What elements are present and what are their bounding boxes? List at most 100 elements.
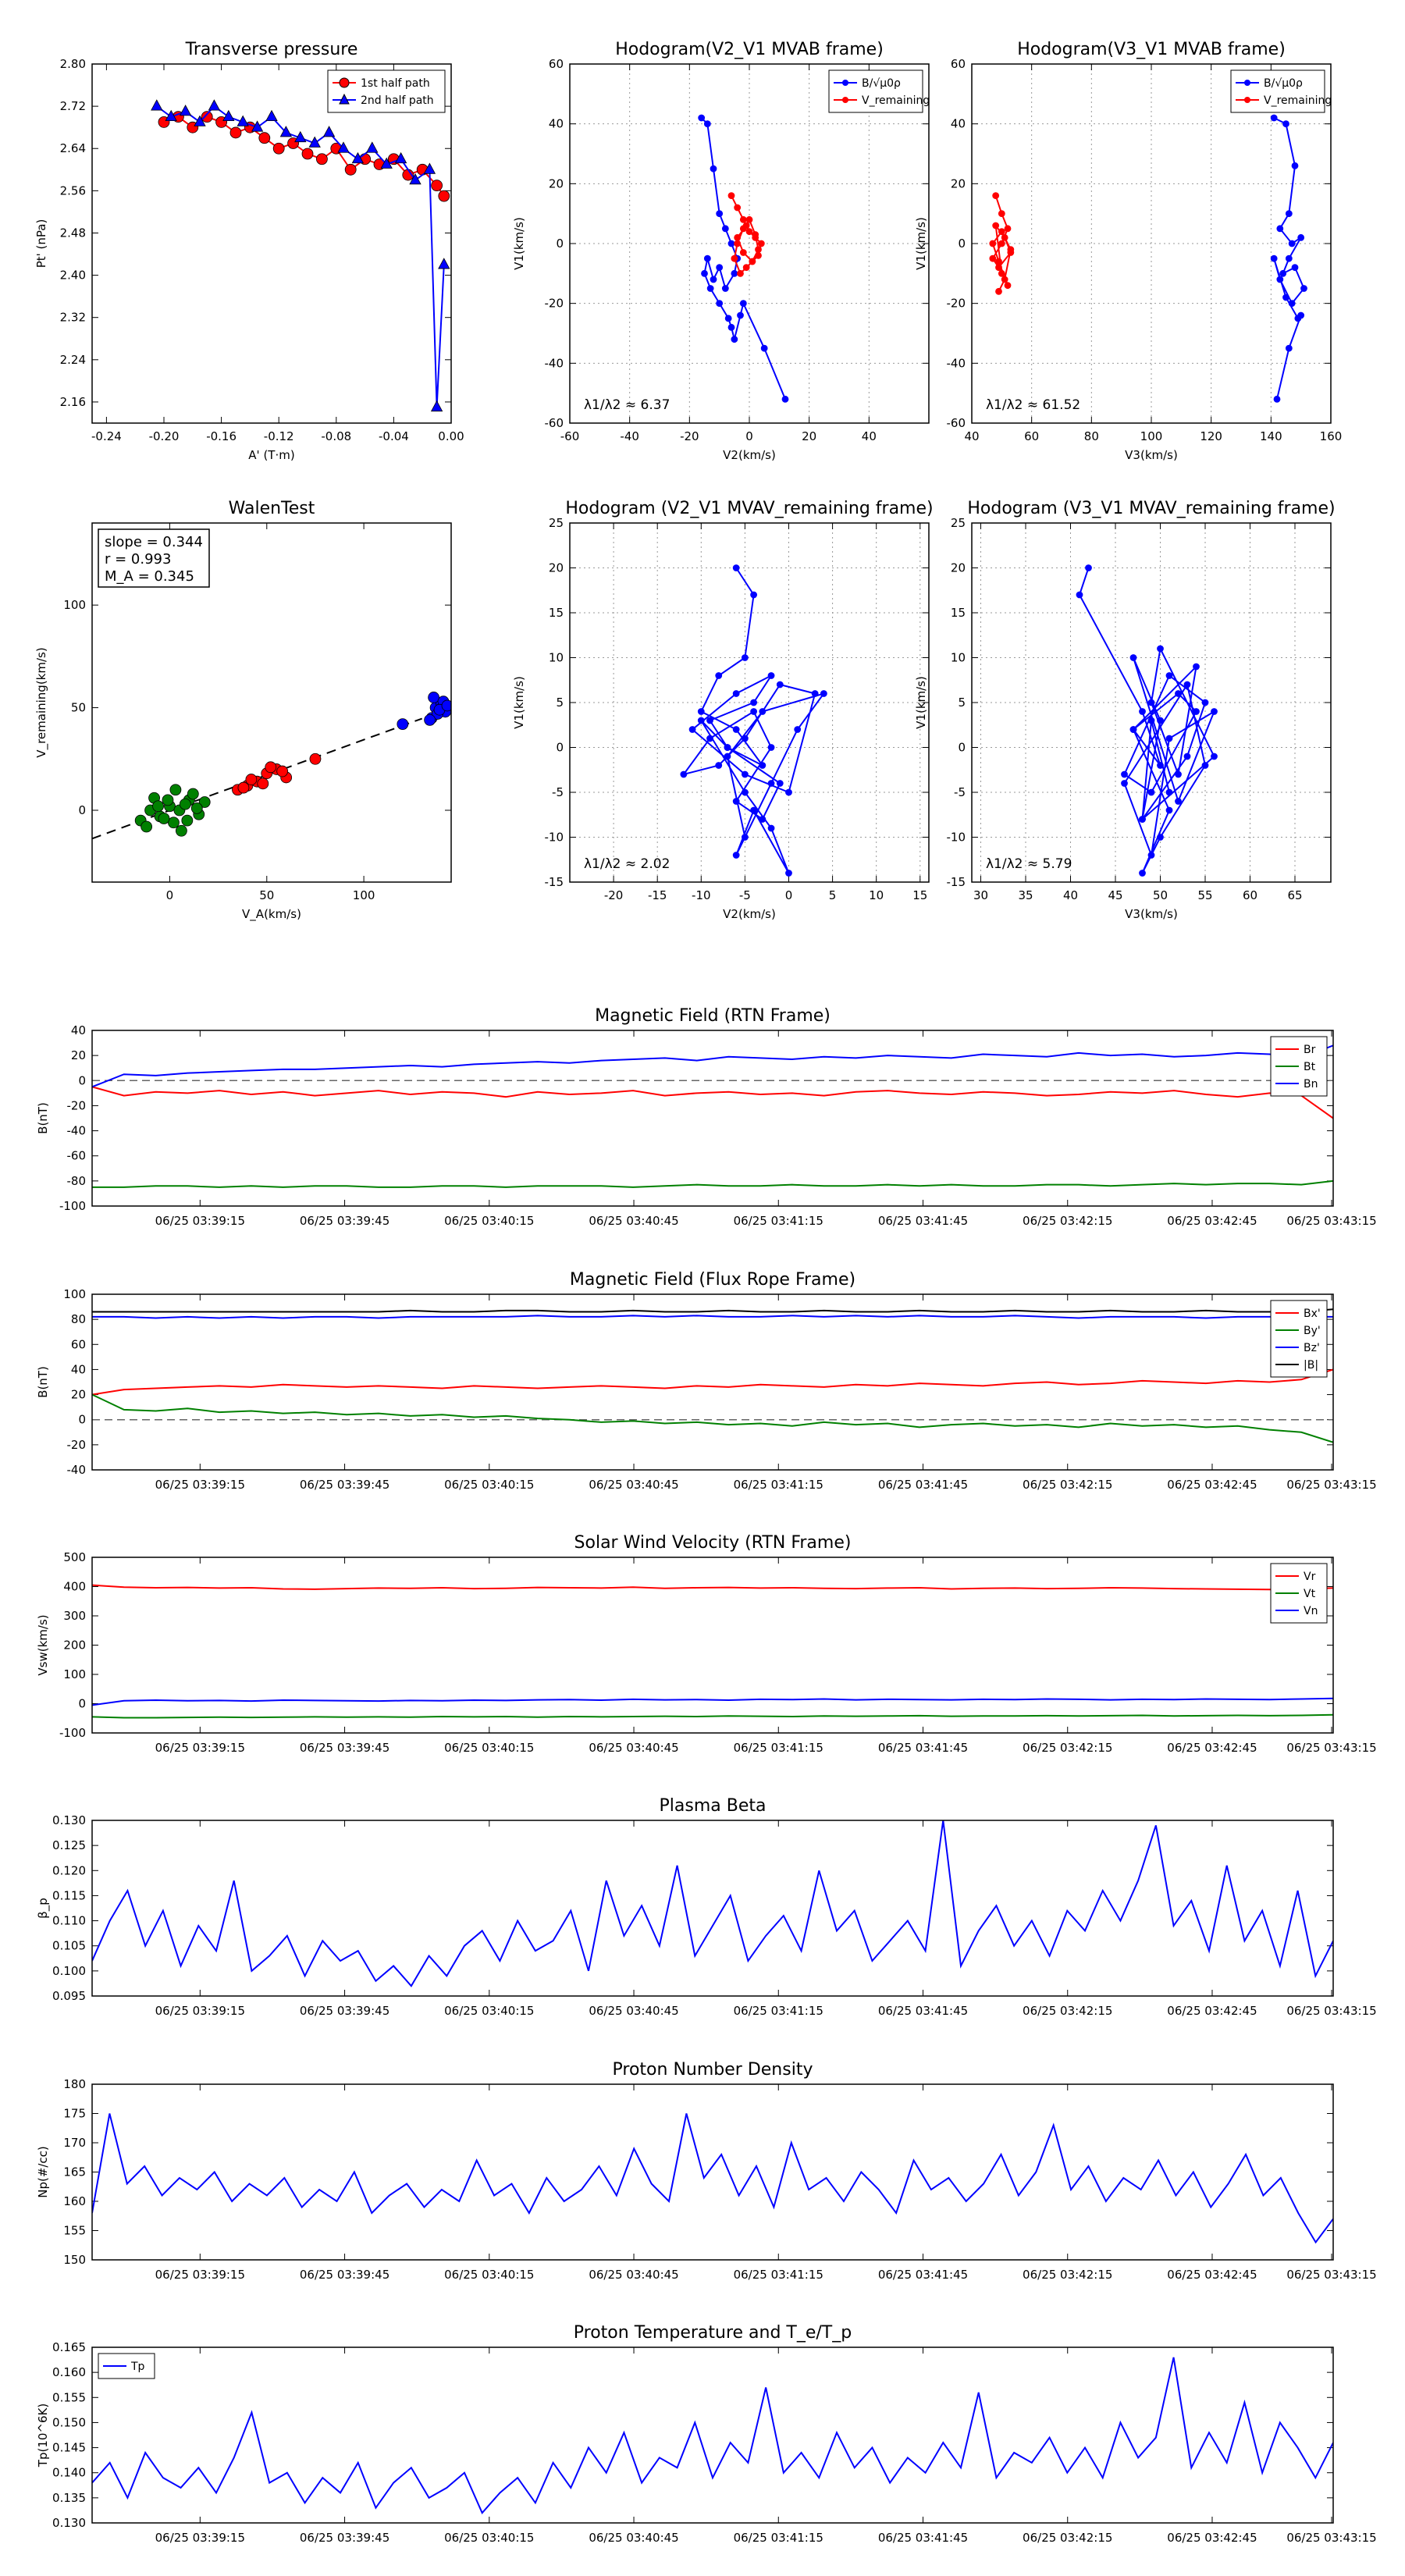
x-tick-label: 100 [1140, 429, 1163, 443]
y-tick-label: 80 [71, 1312, 86, 1326]
data-point [1201, 762, 1209, 769]
x-tick-label: 06/25 03:41:45 [878, 2531, 968, 2545]
x-tick-label: 06/25 03:42:45 [1167, 1214, 1257, 1228]
data-point [1211, 753, 1218, 760]
x-tick-label: -0.24 [91, 429, 122, 443]
data-point [697, 708, 705, 715]
data-point [201, 111, 213, 123]
data-point [279, 126, 293, 137]
data-layer [698, 114, 789, 403]
x-tick-label: 0.00 [438, 429, 464, 443]
plot-area [92, 64, 451, 423]
data-point [737, 311, 744, 319]
data-point [1175, 798, 1182, 805]
y-tick-label: 0.125 [52, 1838, 86, 1852]
data-point [820, 690, 827, 697]
x-tick-label: 10 [869, 888, 884, 902]
data-point [750, 699, 758, 706]
data-point [755, 251, 762, 259]
data-point [721, 225, 729, 233]
y-tick-label: 200 [63, 1638, 86, 1653]
y-axis-label: V1(km/s) [512, 217, 526, 270]
plot-frame [569, 522, 930, 883]
data-point [344, 163, 357, 176]
x-axis-label: V3(km/s) [1125, 907, 1178, 921]
data-point [1076, 591, 1083, 599]
legend-box [327, 69, 446, 113]
data-point [1147, 788, 1155, 796]
y-tick-label: 155 [63, 2224, 86, 2238]
data-point [741, 735, 749, 742]
x-tick-label: 06/25 03:39:15 [155, 2531, 245, 2545]
data-point [794, 726, 802, 733]
x-tick-label: -20 [680, 429, 699, 443]
data-point [1270, 114, 1278, 122]
x-tick-label: 06/25 03:39:15 [155, 2004, 245, 2018]
x-tick-label: 06/25 03:41:45 [878, 1741, 968, 1755]
series-tp-line [92, 2357, 1333, 2514]
y-tick-label: 10 [951, 651, 966, 665]
legend-label: Bz' [1304, 1342, 1320, 1354]
x-tick-label: 06/25 03:42:15 [1023, 1214, 1112, 1228]
data-point [785, 788, 792, 796]
x-tick-label: -0.12 [264, 429, 294, 443]
data-point [1129, 726, 1137, 733]
x-tick-label: 140 [1260, 429, 1282, 443]
data-point [1147, 699, 1155, 706]
x-tick-label: -0.16 [206, 429, 237, 443]
ratio-annotation: λ1/λ2 ≈ 5.79 [986, 856, 1072, 872]
data-point [739, 215, 747, 223]
data-point [1300, 285, 1307, 292]
data-point [190, 802, 203, 814]
y-tick-label: -80 [67, 1174, 87, 1188]
data-point [998, 240, 1005, 247]
data-layer [92, 1308, 1333, 1443]
x-tick-label: 06/25 03:43:15 [1286, 1741, 1376, 1755]
x-tick-label: 06/25 03:42:15 [1023, 1478, 1112, 1492]
chart-title: Hodogram (V2_V1 MVAV_remaining frame) [565, 499, 933, 518]
x-tick-label: 06/25 03:41:15 [734, 1741, 823, 1755]
x-tick-label: 06/25 03:41:15 [734, 1478, 823, 1492]
data-point [716, 210, 724, 218]
data-point [742, 222, 750, 229]
x-tick-label: 06/25 03:39:45 [300, 2531, 389, 2545]
y-tick-label: 5 [958, 696, 966, 710]
y-tick-label: -20 [67, 1438, 87, 1452]
y-tick-label: -100 [59, 1726, 86, 1740]
x-tick-label: -40 [620, 429, 639, 443]
data-point [698, 114, 706, 122]
y-tick-label: 150 [63, 2253, 86, 2267]
data-point [741, 834, 749, 841]
data-point [380, 157, 393, 169]
y-axis-label: Np(#/cc) [36, 2146, 50, 2198]
chart-proton-temperature: 0.130 0.135 0.140 0.145 0.150 0.155 0.160 0.165… [36, 2323, 1377, 2545]
data-point [734, 204, 742, 212]
y-tick-label: -40 [947, 356, 966, 370]
data-point [759, 816, 767, 823]
chart-hodogram-v3v1-mvab: -60 -40 -20 0 20 40 60 40 60 80 100 120 140 160 Hodogr… [914, 40, 1342, 462]
y-axis-label: Vsw(km/s) [36, 1614, 50, 1675]
data-point [1288, 300, 1296, 308]
data-point [1001, 276, 1008, 283]
data-point [1183, 753, 1191, 760]
data-point [727, 323, 735, 331]
y-tick-label: 180 [63, 2077, 86, 2091]
data-point [745, 215, 753, 223]
y-tick-label: -40 [545, 356, 564, 370]
y-tick-label: 0 [78, 1073, 86, 1087]
x-tick-label: 06/25 03:41:15 [734, 2004, 823, 2018]
data-point [1147, 852, 1155, 859]
y-tick-label: -10 [947, 831, 966, 845]
data-point [716, 264, 724, 272]
x-tick-label: 06/25 03:42:45 [1167, 1478, 1257, 1492]
data-point [351, 151, 365, 164]
data-point [179, 798, 191, 810]
data-point [1004, 282, 1012, 290]
data-point [1165, 788, 1173, 796]
x-tick-label: 06/25 03:41:15 [734, 2268, 823, 2282]
series-bn-line [92, 1044, 1333, 1088]
x-tick-label: 06/25 03:39:15 [155, 2268, 245, 2282]
x-tick-label: 06/25 03:39:45 [300, 2268, 389, 2282]
y-tick-label: 5 [556, 696, 564, 710]
x-tick-label: 30 [973, 888, 988, 902]
